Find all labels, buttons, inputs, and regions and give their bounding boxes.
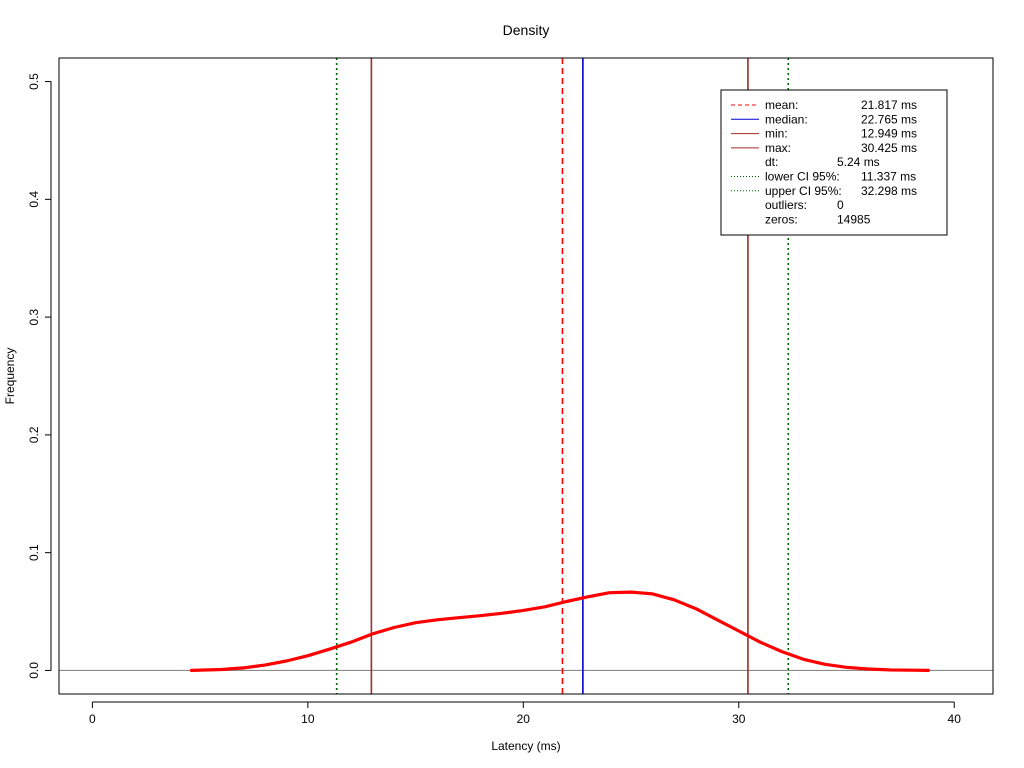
y-tick-label-4: 0.4: [27, 191, 41, 208]
y-tick-label-1: 0.1: [27, 544, 41, 561]
y-tick-label-0: 0.0: [27, 662, 41, 679]
chart-title: Density: [503, 22, 550, 38]
legend-box: [720, 89, 948, 236]
x-tick-label-1: 10: [301, 712, 315, 726]
x-tick-label-0: 0: [89, 712, 96, 726]
legend-label-5: lower CI 95%:: [765, 170, 840, 184]
y-tick-label-3: 0.3: [27, 308, 41, 325]
legend-value-8: 14985: [837, 212, 871, 226]
y-tick-label-2: 0.2: [27, 426, 41, 443]
legend: mean: 21.817 ms median: 22.765 ms min: 12.949…: [720, 89, 948, 236]
axes: 0 10 20 30 40 0.0 0.1 0.2 0.3 0.4 0.5: [27, 73, 961, 726]
x-tick-label-2: 20: [517, 712, 531, 726]
legend-value-5: 11.337 ms: [861, 170, 916, 184]
x-tick-label-3: 30: [732, 712, 746, 726]
y-tick-label-5: 0.5: [27, 73, 41, 90]
plot-frame: [58, 57, 994, 695]
density-curve-0: [189, 590, 931, 673]
legend-label-6: upper CI 95%:: [765, 184, 842, 198]
legend-value-4: 5.24 ms: [837, 155, 880, 169]
legend-value-0: 21.817 ms: [861, 98, 917, 112]
x-axis-label: Latency (ms): [491, 739, 560, 753]
legend-value-2: 12.949 ms: [861, 127, 917, 141]
legend-label-4: dt:: [765, 155, 778, 169]
legend-value-1: 22.765 ms: [861, 112, 917, 126]
legend-value-7: 0: [837, 198, 844, 212]
legend-value-3: 30.425 ms: [861, 141, 917, 155]
x-tick-label-4: 40: [948, 712, 962, 726]
legend-label-3: max:: [765, 141, 791, 155]
legend-value-6: 32.298 ms: [861, 184, 917, 198]
legend-label-1: median:: [765, 112, 808, 126]
legend-label-0: mean:: [765, 98, 798, 112]
legend-label-2: min:: [765, 127, 788, 141]
legend-label-7: outliers:: [765, 198, 807, 212]
legend-label-8: zeros:: [765, 212, 798, 226]
y-axis-label: Frequency: [3, 348, 17, 405]
